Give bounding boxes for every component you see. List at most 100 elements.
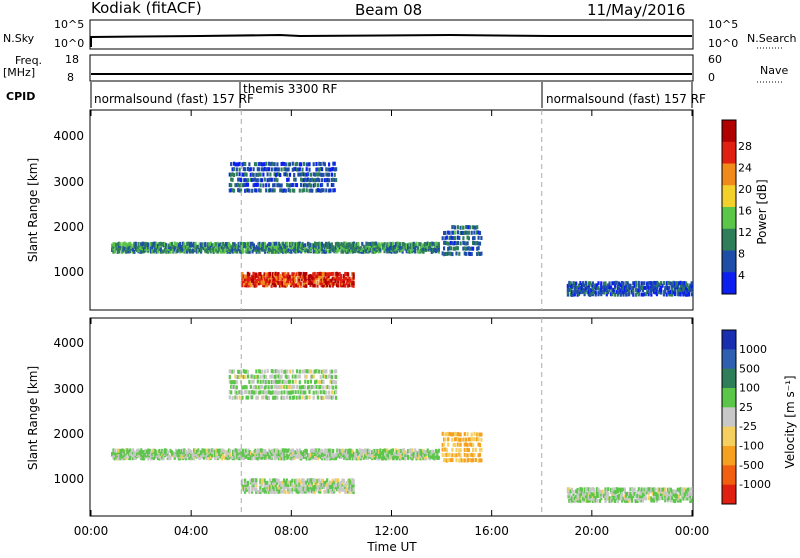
velocity-echo-cell <box>273 480 276 485</box>
power-echo-cell <box>600 288 603 292</box>
velocity-echo-cell <box>459 448 462 453</box>
velocity-echo-cell <box>284 485 287 490</box>
velocity-echo-cell <box>594 494 597 499</box>
power-echo-cell <box>248 249 251 254</box>
velocity-echo-cell <box>647 489 650 494</box>
velocity-echo-cell <box>258 369 261 374</box>
velocity-echo-cell <box>474 458 477 462</box>
velocity-echo-cell <box>352 478 355 483</box>
power-echo-cell <box>273 162 276 167</box>
velocity-echo-cell <box>251 480 254 485</box>
power-echo-cell <box>639 285 642 290</box>
power-echo-cell <box>184 245 187 250</box>
power-echo-cell <box>257 277 261 281</box>
velocity-echo-cell <box>263 483 266 488</box>
velocity-echo-cell <box>355 448 358 453</box>
velocity-echo-cell <box>170 450 173 455</box>
power-echo-cell <box>180 245 183 249</box>
velocity-echo-cell <box>131 453 135 458</box>
power-echo-cell <box>575 289 578 294</box>
velocity-echo-cell <box>294 454 297 459</box>
velocity-echo-cell <box>607 496 610 501</box>
velocity-echo-cell <box>680 491 684 496</box>
velocity-echo-cell <box>159 451 162 456</box>
power-echo-cell <box>276 162 279 167</box>
power-echo-cell <box>299 274 302 279</box>
velocity-echo-cell <box>297 454 300 459</box>
power-echo-cell <box>241 242 244 246</box>
velocity-echo-cell <box>283 395 286 400</box>
power-echo-cell <box>258 246 261 251</box>
power-echo-cell <box>355 242 358 247</box>
velocity-echo-cell <box>444 458 447 462</box>
velocity-echo-cell <box>683 487 686 492</box>
velocity-echo-cell <box>277 478 280 483</box>
velocity-echo-cell <box>375 448 378 453</box>
power-echo-cell <box>332 188 335 193</box>
velocity-echo-cell <box>278 489 281 494</box>
power-echo-cell <box>318 241 321 246</box>
velocity-echo-cell <box>344 456 347 461</box>
velocity-echo-cell <box>251 453 254 458</box>
velocity-echo-cell <box>279 379 282 384</box>
velocity-echo-cell <box>244 485 247 489</box>
velocity-echo-cell <box>351 456 354 461</box>
power-echo-cell <box>230 162 233 167</box>
velocity-ylabel: Slant Range [km] <box>26 366 40 470</box>
velocity-echo-cell <box>323 369 326 374</box>
velocity-echo-cell <box>343 450 346 455</box>
velocity-echo-cell <box>326 487 329 492</box>
velocity-echo-cell <box>611 498 614 503</box>
velocity-echo-cell <box>249 390 252 395</box>
power-echo-cell <box>337 281 340 286</box>
velocity-echo-cell <box>667 487 670 492</box>
velocity-echo-cell <box>675 494 678 498</box>
power-echo-cell <box>380 242 383 247</box>
power-echo-cell <box>429 242 432 246</box>
velocity-echo-cell <box>246 395 250 400</box>
power-echo-cell <box>300 243 303 248</box>
power-echo-cell <box>604 287 607 292</box>
velocity-echo-cell <box>458 448 461 453</box>
power-echo-cell <box>278 281 281 286</box>
velocity-echo-cell <box>322 452 325 457</box>
velocity-echo-cell <box>301 478 304 483</box>
velocity-echo-cell <box>298 390 301 395</box>
velocity-echo-cell <box>433 456 436 461</box>
power-echo-cell <box>320 249 324 254</box>
nsky-tick-bottom: 10^0 <box>54 37 84 50</box>
velocity-echo-cell <box>605 493 608 498</box>
power-echo-cell <box>669 281 672 286</box>
power-echo-cell <box>476 246 479 251</box>
power-echo-cell <box>249 172 252 177</box>
freq-tick-bottom: 8 <box>67 71 74 84</box>
velocity-echo-cell <box>302 489 305 494</box>
power-echo-cell <box>414 249 417 254</box>
power-echo-cell <box>405 243 408 248</box>
velocity-echo-cell <box>257 453 260 458</box>
power-echo-cell <box>412 241 415 246</box>
power-echo-cell <box>291 167 294 172</box>
velocity-echo-cell <box>310 482 313 487</box>
velocity-echo-cell <box>320 485 323 490</box>
velocity-echo-cell <box>301 395 304 400</box>
velocity-echo-cell <box>260 369 264 374</box>
velocity-echo-cell <box>147 448 150 453</box>
power-echo-cell <box>238 161 241 166</box>
power-echo-cell <box>244 249 247 254</box>
velocity-echo-cell <box>270 374 273 379</box>
velocity-echo-cell <box>127 449 130 454</box>
power-echo-cell <box>308 249 311 254</box>
velocity-echo-cell <box>231 385 234 390</box>
power-echo-cell <box>474 230 477 235</box>
velocity-echo-cell <box>342 487 345 492</box>
velocity-echo-cell <box>572 496 575 501</box>
power-echo-cell <box>271 278 275 283</box>
power-echo-cell <box>267 161 271 166</box>
velocity-echo-cell <box>253 487 256 492</box>
velocity-echo-cell <box>261 448 264 453</box>
power-colorbar-tick: 4 <box>738 269 745 282</box>
power-echo-cell <box>150 242 153 246</box>
velocity-echo-cell <box>304 395 307 400</box>
velocity-echo-cell <box>277 449 280 454</box>
